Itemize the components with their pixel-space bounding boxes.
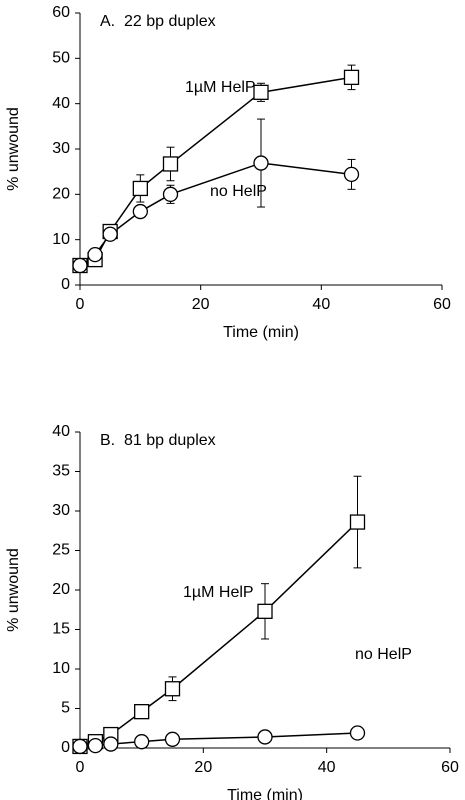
- point: [162, 186, 179, 202]
- y-tick-label: 20: [52, 581, 70, 598]
- series-label: no HelP: [355, 646, 412, 663]
- point: [164, 681, 181, 697]
- point: [349, 725, 366, 741]
- point: [134, 704, 150, 720]
- point: [253, 84, 269, 100]
- y-tick-label: 10: [52, 231, 70, 248]
- series-label: 1µM HelP: [185, 79, 256, 96]
- point: [87, 246, 103, 263]
- x-axis-label: Time (min): [223, 324, 299, 341]
- x-tick-label: 0: [76, 759, 85, 776]
- x-tick-label: 20: [194, 759, 212, 776]
- chart-title: B. 81 bp duplex: [100, 432, 216, 449]
- series-label: 1µM HelP: [183, 584, 254, 601]
- x-tick-label: 60: [441, 759, 459, 776]
- x-tick-label: 20: [192, 296, 210, 313]
- x-tick-label: 40: [318, 759, 336, 776]
- series-line: [79, 162, 352, 267]
- point: [87, 737, 104, 754]
- chart-title: A. 22 bp duplex: [100, 13, 216, 30]
- point: [349, 514, 366, 530]
- series-line: [79, 76, 352, 267]
- y-tick-label: 25: [52, 542, 70, 559]
- series-label: no HelP: [210, 183, 267, 200]
- point: [257, 603, 273, 619]
- series-line: [79, 521, 359, 748]
- y-tick-label: 5: [61, 700, 70, 717]
- x-tick-label: 60: [433, 296, 451, 313]
- y-axis-label: % unwound: [5, 107, 22, 191]
- point: [343, 166, 360, 183]
- x-tick-label: 40: [312, 296, 330, 313]
- point: [257, 729, 273, 745]
- point: [343, 69, 360, 86]
- point: [72, 257, 88, 274]
- point: [134, 734, 150, 750]
- x-axis-label: Time (min): [227, 787, 303, 800]
- point: [132, 203, 148, 220]
- y-tick-label: 50: [52, 50, 70, 67]
- point: [253, 155, 269, 171]
- y-tick-label: 15: [52, 621, 70, 638]
- y-tick-label: 60: [52, 4, 70, 21]
- point: [132, 180, 148, 197]
- point: [102, 226, 118, 242]
- y-tick-label: 0: [61, 276, 70, 293]
- y-tick-label: 35: [52, 463, 70, 480]
- y-tick-label: 10: [52, 660, 70, 677]
- y-tick-label: 30: [52, 502, 70, 519]
- point: [162, 156, 179, 172]
- x-tick-label: 0: [76, 296, 85, 313]
- point: [72, 738, 88, 755]
- y-tick-label: 40: [52, 423, 70, 440]
- series-line: [79, 732, 358, 748]
- point: [164, 731, 181, 747]
- point: [103, 736, 119, 752]
- y-axis-label: % unwound: [5, 548, 22, 632]
- y-tick-label: 30: [52, 140, 70, 157]
- y-tick-label: 40: [52, 95, 70, 112]
- y-tick-label: 20: [52, 186, 70, 203]
- y-tick-label: 0: [61, 739, 70, 756]
